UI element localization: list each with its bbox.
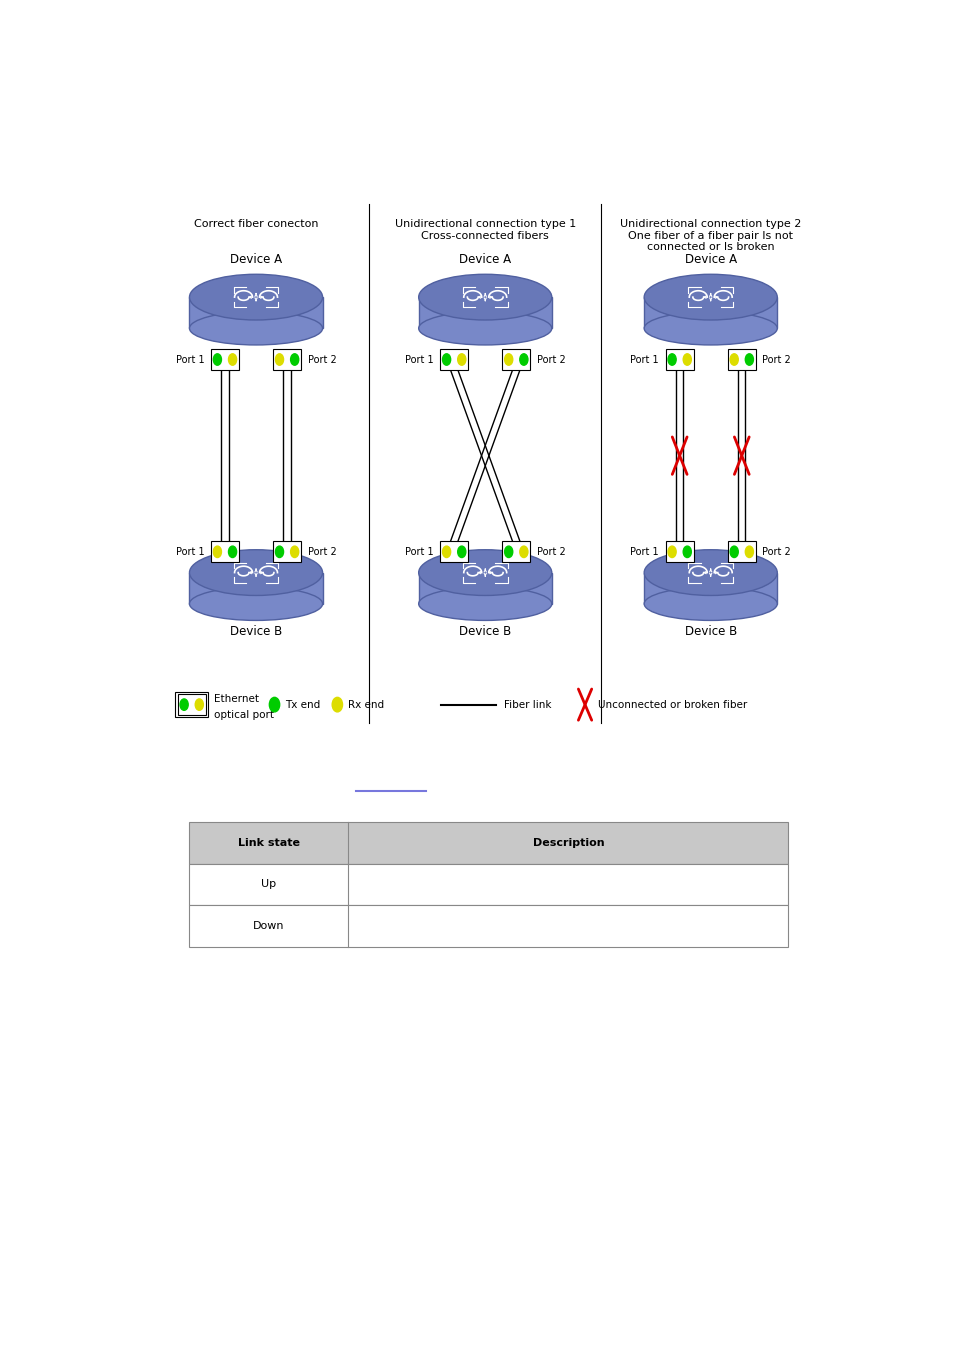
Circle shape [229, 354, 236, 366]
Bar [501, 350, 530, 370]
Circle shape [519, 547, 527, 558]
Circle shape [213, 354, 221, 366]
Ellipse shape [418, 549, 551, 595]
Circle shape [195, 699, 203, 710]
FancyBboxPatch shape [418, 297, 551, 328]
Ellipse shape [190, 274, 322, 320]
Text: Correct fiber conecton: Correct fiber conecton [193, 219, 318, 230]
Circle shape [744, 547, 753, 558]
Text: Device B: Device B [230, 625, 282, 637]
Text: Device B: Device B [684, 625, 736, 637]
Text: Rx end: Rx end [347, 699, 383, 710]
Text: Fiber link: Fiber link [503, 699, 551, 710]
Circle shape [275, 547, 283, 558]
Circle shape [442, 547, 450, 558]
Ellipse shape [643, 549, 777, 595]
Circle shape [667, 354, 676, 366]
Ellipse shape [643, 312, 777, 346]
Text: Device A: Device A [684, 252, 736, 266]
Ellipse shape [190, 312, 322, 346]
FancyBboxPatch shape [643, 297, 777, 328]
Bar [175, 693, 208, 717]
Circle shape [457, 354, 465, 366]
Ellipse shape [190, 549, 322, 595]
Ellipse shape [418, 312, 551, 346]
Bar [190, 864, 787, 906]
Text: Port 1: Port 1 [404, 547, 433, 556]
Text: Port 2: Port 2 [308, 355, 336, 364]
Circle shape [291, 547, 298, 558]
Bar [211, 350, 239, 370]
Text: Unidirectional connection type 1
Cross-connected fibers: Unidirectional connection type 1 Cross-c… [395, 219, 576, 240]
Text: Port 1: Port 1 [630, 547, 659, 556]
FancyBboxPatch shape [190, 572, 322, 603]
Text: Device A: Device A [230, 252, 282, 266]
Circle shape [213, 547, 221, 558]
Circle shape [682, 354, 691, 366]
Text: Port 1: Port 1 [175, 547, 204, 556]
Text: Port 2: Port 2 [761, 547, 790, 556]
Circle shape [504, 354, 512, 366]
Text: Port 2: Port 2 [537, 355, 565, 364]
Circle shape [457, 547, 465, 558]
Bar [727, 541, 755, 562]
Circle shape [682, 547, 691, 558]
Circle shape [442, 354, 450, 366]
Text: Device B: Device B [458, 625, 511, 637]
Bar [273, 541, 301, 562]
Circle shape [729, 354, 738, 366]
Text: Unconnected or broken fiber: Unconnected or broken fiber [598, 699, 747, 710]
Circle shape [180, 699, 188, 710]
Bar [727, 350, 755, 370]
Text: optical port: optical port [213, 710, 274, 720]
Text: Port 1: Port 1 [175, 355, 204, 364]
Text: Port 2: Port 2 [308, 547, 336, 556]
Bar [665, 541, 693, 562]
Ellipse shape [418, 274, 551, 320]
Text: Device A: Device A [458, 252, 511, 266]
FancyBboxPatch shape [418, 572, 551, 603]
Ellipse shape [643, 587, 777, 621]
Text: Port 1: Port 1 [630, 355, 659, 364]
Bar [190, 822, 787, 864]
Text: Down: Down [253, 921, 284, 931]
Circle shape [744, 354, 753, 366]
Text: Description: Description [532, 838, 603, 848]
FancyBboxPatch shape [643, 572, 777, 603]
Bar [273, 350, 301, 370]
Text: Port 1: Port 1 [404, 355, 433, 364]
Ellipse shape [643, 274, 777, 320]
Text: Link state: Link state [237, 838, 299, 848]
FancyBboxPatch shape [190, 297, 322, 328]
Bar [501, 541, 530, 562]
Bar [177, 694, 206, 716]
Text: Port 2: Port 2 [761, 355, 790, 364]
Text: Ethernet: Ethernet [213, 694, 258, 705]
Bar [439, 350, 468, 370]
Ellipse shape [190, 587, 322, 621]
Text: Up: Up [261, 879, 276, 890]
Circle shape [291, 354, 298, 366]
Bar [439, 541, 468, 562]
Circle shape [275, 354, 283, 366]
Ellipse shape [418, 587, 551, 621]
Bar [211, 541, 239, 562]
Circle shape [519, 354, 527, 366]
Bar [665, 350, 693, 370]
Circle shape [729, 547, 738, 558]
Bar [190, 906, 787, 946]
Text: Unidirectional connection type 2
One fiber of a fiber pair Is not
connected or I: Unidirectional connection type 2 One fib… [619, 219, 801, 252]
Circle shape [229, 547, 236, 558]
Text: Tx end: Tx end [285, 699, 320, 710]
Circle shape [269, 698, 279, 711]
Circle shape [667, 547, 676, 558]
Circle shape [332, 698, 342, 711]
Text: Port 2: Port 2 [537, 547, 565, 556]
Circle shape [504, 547, 512, 558]
